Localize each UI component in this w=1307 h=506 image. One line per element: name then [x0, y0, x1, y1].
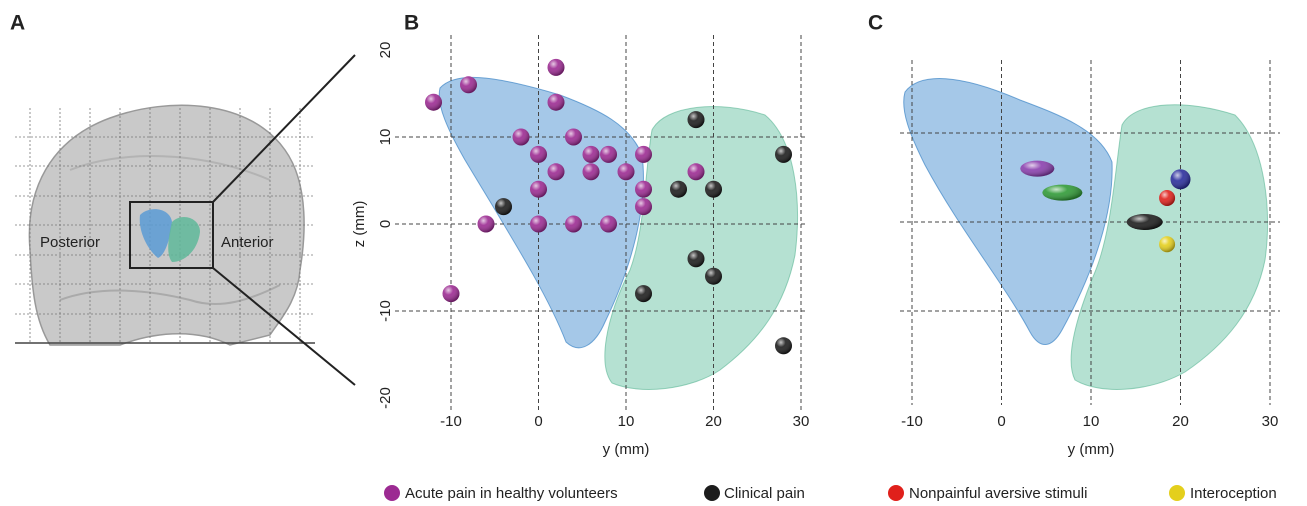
marker-shine: [530, 180, 547, 198]
panel-label: B: [404, 12, 419, 35]
marker-shine: [1170, 169, 1191, 190]
region-green: [604, 106, 798, 390]
x-tick-label: 10: [1083, 413, 1100, 430]
marker-shine: [687, 250, 705, 268]
marker-shine: [530, 215, 547, 233]
marker-shine: [547, 58, 565, 76]
legend-label: Clinical pain: [724, 485, 805, 502]
marker-shine: [687, 163, 705, 181]
marker-shine: [635, 198, 652, 216]
x-axis-label: y (mm): [1068, 441, 1115, 458]
marker-shine: [1020, 160, 1055, 177]
marker-shine: [705, 180, 722, 198]
y-tick-label: -20: [377, 387, 394, 409]
x-tick-label: 10: [618, 413, 635, 430]
y-tick-label: 10: [377, 129, 394, 146]
y-axis-label: z (mm): [351, 201, 368, 248]
marker-shine: [1126, 214, 1163, 230]
x-axis-label: y (mm): [603, 441, 650, 458]
x-tick-label: 30: [793, 413, 810, 430]
legend-swatch: [888, 485, 904, 501]
y-tick-label: -10: [377, 300, 394, 322]
y-tick-label: 0: [377, 220, 394, 228]
marker-shine: [687, 111, 705, 129]
panel-label: C: [868, 12, 883, 35]
marker-shine: [635, 145, 652, 163]
marker-shine: [635, 285, 652, 303]
legend-swatch: [384, 485, 400, 501]
marker-shine: [705, 267, 722, 285]
marker-shine: [477, 215, 495, 233]
marker-shine: [617, 163, 635, 181]
panel-label: A: [10, 12, 25, 35]
brain-illustration: [15, 54, 356, 386]
legend-swatch: [1169, 485, 1185, 501]
x-tick-label: -10: [440, 413, 462, 430]
legend-label: Interoception: [1190, 485, 1277, 502]
y-tick-label: 20: [377, 42, 394, 59]
marker-shine: [460, 76, 477, 94]
marker-shine: [565, 128, 582, 146]
x-tick-label: 0: [997, 413, 1005, 430]
marker-shine: [512, 128, 530, 146]
legend-label: Acute pain in healthy volunteers: [405, 485, 618, 502]
region-blue: [438, 76, 644, 349]
marker-shine: [582, 145, 600, 163]
region-blue: [903, 78, 1113, 345]
marker-shine: [582, 163, 600, 181]
x-tick-label: 20: [1172, 413, 1189, 430]
legend-label: Nonpainful aversive stimuli: [909, 485, 1087, 502]
marker-shine: [1159, 189, 1176, 206]
marker-shine: [600, 215, 617, 233]
marker-shine: [530, 145, 547, 163]
brain-label: Anterior: [221, 234, 274, 251]
marker-shine: [775, 145, 792, 163]
marker-shine: [1042, 184, 1083, 201]
x-tick-label: -10: [901, 413, 923, 430]
marker-shine: [670, 180, 687, 198]
marker-shine: [495, 198, 512, 216]
marker-shine: [775, 337, 792, 355]
x-tick-label: 30: [1262, 413, 1279, 430]
marker-shine: [1159, 236, 1176, 253]
x-tick-label: 20: [705, 413, 722, 430]
x-tick-label: 0: [534, 413, 542, 430]
marker-shine: [635, 180, 652, 198]
marker-shine: [547, 93, 565, 111]
legend-swatch: [704, 485, 720, 501]
marker-shine: [600, 145, 617, 163]
marker-shine: [442, 285, 460, 303]
marker-shine: [425, 93, 442, 111]
brain-label: Posterior: [40, 234, 100, 251]
marker-shine: [565, 215, 582, 233]
marker-shine: [547, 163, 565, 181]
